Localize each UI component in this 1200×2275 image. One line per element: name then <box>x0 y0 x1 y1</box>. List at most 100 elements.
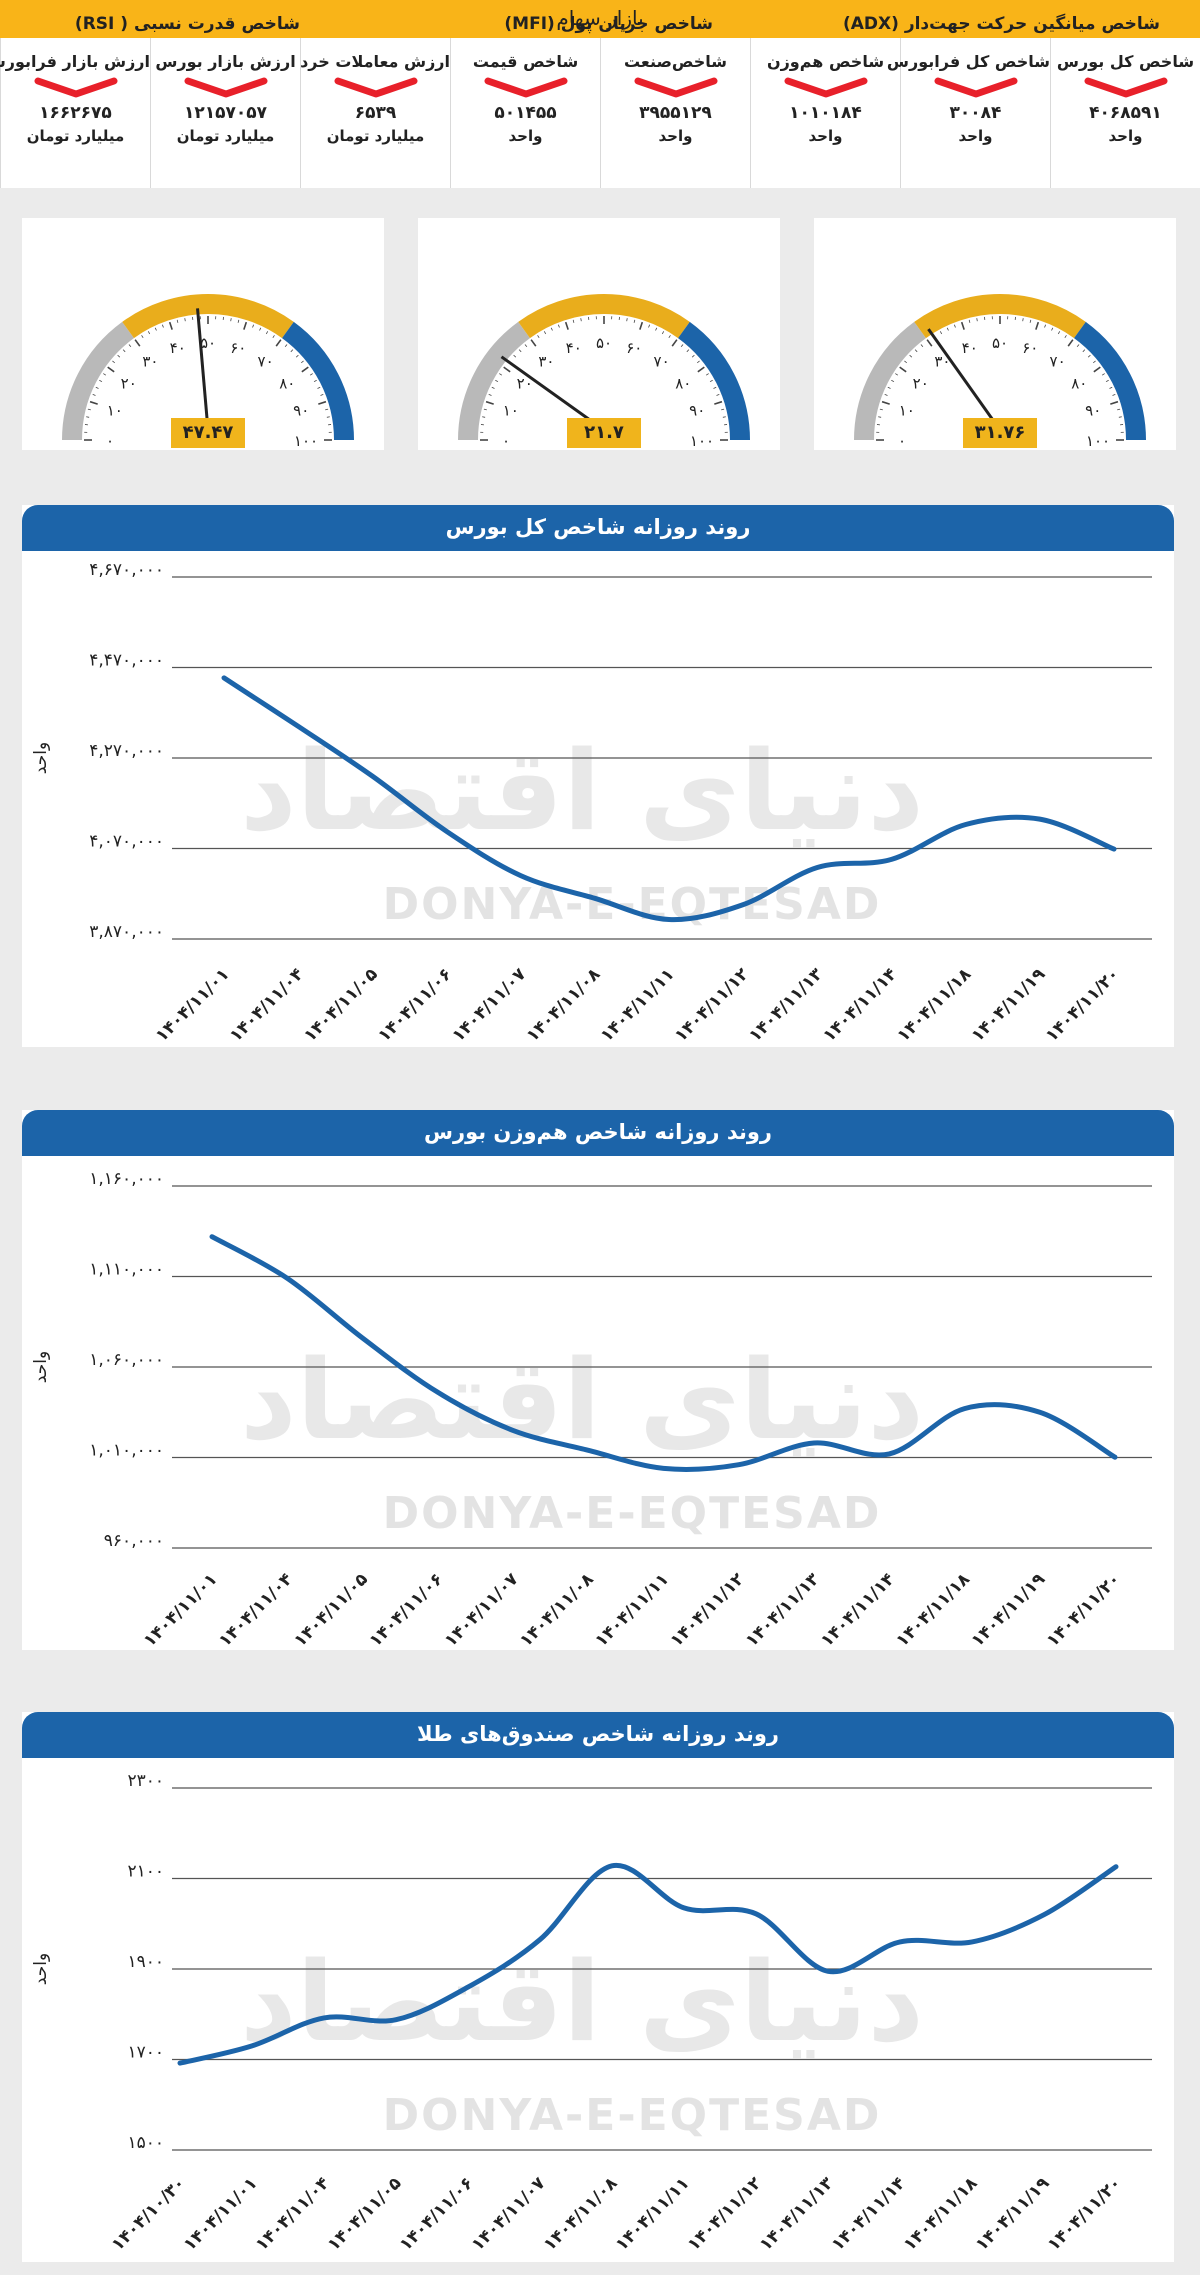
data-point <box>511 1428 515 1433</box>
data-point <box>1113 1455 1117 1460</box>
data-point <box>360 1336 365 1341</box>
gauge-tick <box>524 344 528 348</box>
gauge-tick <box>259 327 262 331</box>
gauge-tick <box>946 327 949 331</box>
watermark-latin: DONYA-E-EQTESAD <box>383 879 882 930</box>
stat-label: شاخص هم‌وزن <box>766 52 885 71</box>
x-tick-label: ۱۴۰۴/۱۱/۱۴ <box>817 1569 899 1650</box>
gauge-tick <box>721 408 725 411</box>
gauge-tick-label: ۳۰ <box>538 353 554 371</box>
gauge-value-mfi: ۲۱.۷ <box>567 418 641 448</box>
gauge-tick <box>295 354 299 358</box>
stat-unit: میلیارد تومان <box>176 127 275 145</box>
stat-unit: میلیارد تومان <box>326 127 425 145</box>
gauge-tick <box>1067 339 1074 347</box>
data-point <box>322 2015 326 2020</box>
data-point <box>963 822 968 827</box>
gauge-tick <box>1064 335 1067 339</box>
gauge-needle <box>196 308 210 431</box>
gauge-tick <box>891 379 895 383</box>
stat-card: شاخص کل بورس ۴۰۶۸۵۹۱ واحد <box>1050 38 1200 188</box>
gauge-value-rsi: ۴۷.۴۷ <box>171 418 245 448</box>
data-point <box>370 774 375 779</box>
gauge-tick <box>318 400 327 405</box>
x-tick-label: ۱۴۰۴/۱۱/۰۵ <box>324 2173 406 2255</box>
gauge-tick-label: ۰ <box>898 432 906 450</box>
gauge-tick <box>680 344 684 348</box>
gauge-tick <box>580 318 582 322</box>
x-tick-label: ۱۴۰۴/۱۱/۱۲ <box>667 1569 749 1650</box>
stat-card: شاخص‌صنعت ۳۹۵۵۱۲۹ واحد <box>600 38 750 188</box>
gauge-tick <box>128 344 132 348</box>
x-tick-label: ۱۴۰۴/۱۱/۰۱ <box>180 2173 262 2255</box>
gauge-tick <box>697 366 705 373</box>
gauge-tick-label: ۷۰ <box>258 353 274 371</box>
gauge-tick <box>313 379 317 383</box>
data-point <box>667 917 671 922</box>
data-point <box>466 1985 470 1990</box>
gauge-tick <box>572 319 575 323</box>
x-tick-label: ۱۴۰۴/۱۱/۰۶ <box>366 1569 448 1650</box>
gauge-tick <box>939 331 943 335</box>
data-point <box>285 1276 290 1281</box>
gauge-tick <box>714 400 723 405</box>
stat-label: شاخص کل فرابورس <box>886 52 1050 71</box>
data-point <box>1114 1864 1118 1869</box>
data-point <box>586 1448 591 1453</box>
stat-value: ۶۵۳۹ <box>354 103 397 123</box>
trend-down-icon <box>34 77 117 98</box>
gauge-tick <box>879 408 883 411</box>
y-tick-label: ۲۳۰۰ <box>127 1771 164 1791</box>
x-tick-label: ۱۴۰۴/۱۱/۲۰ <box>1044 2173 1126 2255</box>
gauge-tick <box>495 379 499 383</box>
gauge-tick <box>960 321 965 330</box>
gauge-tick-label: ۰ <box>502 432 510 450</box>
gauge-tick <box>141 335 144 339</box>
data-point <box>435 1390 440 1395</box>
stat-unit: واحد <box>958 127 993 145</box>
y-axis-label: واحد <box>31 742 51 774</box>
gauge-tick <box>325 408 329 411</box>
gauge-tick <box>953 324 956 328</box>
gauge-tick-label: ۷۰ <box>1050 353 1066 371</box>
gauge-tick <box>326 416 330 418</box>
gauge-tick <box>499 373 503 376</box>
gauge-tick <box>243 321 248 330</box>
y-axis-label: واحد <box>31 1953 51 1985</box>
gauge-tick <box>639 321 644 330</box>
gauge-tick <box>1044 324 1047 328</box>
trend-down-icon <box>634 77 717 98</box>
stat-value: ۳۹۵۵۱۲۹ <box>639 103 712 123</box>
gauge-tick-label: ۹۰ <box>293 402 309 420</box>
gauge-adx: ۰ ۱۰ ۲۰ ۳۰ ۴۰ ۵۰ ۶۰ ۷۰ ۸۰ ۹۰ ۱۰۰ <box>854 294 1146 450</box>
gauge-tick <box>320 393 324 396</box>
x-tick-label: ۱۴۰۴/۱۱/۱۹ <box>968 964 1050 1046</box>
x-tick-label: ۱۴۰۴/۱۱/۰۶ <box>396 2173 478 2255</box>
chart-panel-gold-funds: دنیای اقتصاد DONYA-E-EQTESAD ۱۵۰۰ ۱۷۰۰ ۱۹۰۰ ۲… <box>22 1712 1174 2262</box>
stat-card: ارزش بازار فرابورس ۱۶۶۲۶۷۵ میلیارد تومان <box>0 38 150 188</box>
gauge-needle <box>500 355 605 432</box>
y-tick-label: ۴,۲۷۰,۰۰۰ <box>89 741 164 761</box>
y-tick-label: ۴,۶۷۰,۰۰۰ <box>89 560 164 580</box>
chart-total-index: دنیای اقتصاد DONYA-E-EQTESAD ۳,۸۷۰,۰۰۰ ۴,۰۷… <box>31 560 1152 1046</box>
gauge-needle <box>927 328 1002 431</box>
data-point <box>296 724 301 729</box>
gauge-tick <box>483 408 487 411</box>
gauge-band-mid <box>518 294 690 339</box>
gauge-tick <box>1022 318 1024 322</box>
gauge-tick <box>503 366 511 373</box>
gauge-tick <box>284 344 288 348</box>
data-point <box>178 2061 182 2066</box>
x-tick-label: ۱۴۰۴/۱۱/۱۸ <box>900 2173 982 2255</box>
x-tick-label: ۱۴۰۴/۱۱/۰۱ <box>152 964 234 1046</box>
gauge-tick <box>968 319 971 323</box>
gauge-tick <box>301 366 309 373</box>
gauge-tick <box>691 354 695 358</box>
gauge-tick <box>1092 360 1096 364</box>
gauge-tick-label: ۱۰ <box>107 402 123 420</box>
gauge-tick <box>696 360 700 364</box>
gauge-tick <box>537 335 540 339</box>
stat-value: ۵۰۱۴۵۵ <box>494 103 557 123</box>
stat-value: ۴۰۶۸۵۹۱ <box>1089 103 1162 123</box>
gauge-tick <box>655 327 658 331</box>
